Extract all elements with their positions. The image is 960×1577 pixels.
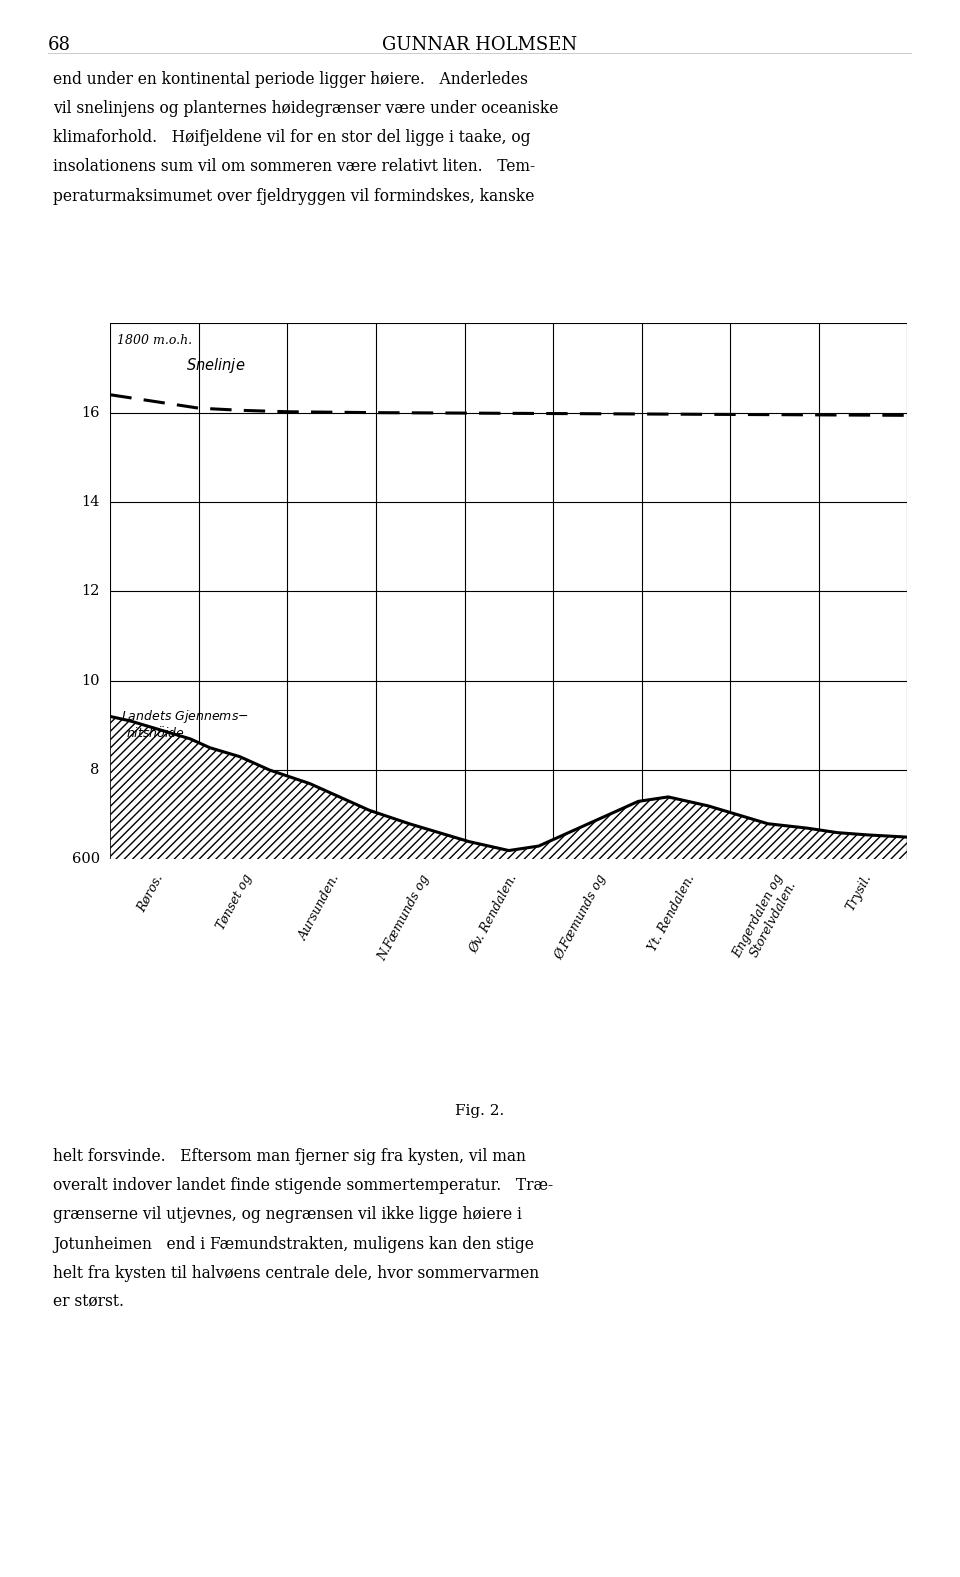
Text: 12: 12 <box>82 585 100 598</box>
Text: Røros.: Røros. <box>135 872 166 915</box>
Text: $\mathit{nitsh\ddot{o}ide}$: $\mathit{nitsh\ddot{o}ide}$ <box>127 727 185 741</box>
Text: Tønset og: Tønset og <box>214 872 254 932</box>
Text: 600: 600 <box>72 853 100 866</box>
Text: Ø.Fæmunds og: Ø.Fæmunds og <box>553 872 609 962</box>
Text: Engerdalen og
Storelvdalen.: Engerdalen og Storelvdalen. <box>731 872 799 967</box>
Text: helt fra kysten til halvøens centrale dele, hvor sommervarmen: helt fra kysten til halvøens centrale de… <box>53 1265 539 1282</box>
Text: Trysil.: Trysil. <box>844 872 875 913</box>
Text: Jotunheimen   end i Fæmundstrakten, muligens kan den stige: Jotunheimen end i Fæmundstrakten, mulige… <box>53 1236 534 1252</box>
Text: $\mathit{Landets}$ $\mathit{Gjennems{-}}$: $\mathit{Landets}$ $\mathit{Gjennems{-}}… <box>121 708 249 725</box>
Text: helt forsvinde.   Eftersom man fjerner sig fra kysten, vil man: helt forsvinde. Eftersom man fjerner sig… <box>53 1148 526 1165</box>
Text: Yt. Rendalen.: Yt. Rendalen. <box>646 872 697 953</box>
Text: 10: 10 <box>82 673 100 688</box>
Text: Øv. Rendalen.: Øv. Rendalen. <box>468 872 520 956</box>
Text: N.Fæmunds og: N.Fæmunds og <box>375 872 432 962</box>
Text: 8: 8 <box>90 763 100 777</box>
Text: 68: 68 <box>48 36 71 54</box>
Text: Aursunden.: Aursunden. <box>298 872 344 943</box>
Text: GUNNAR HOLMSEN: GUNNAR HOLMSEN <box>382 36 578 54</box>
Text: 14: 14 <box>82 495 100 509</box>
Text: peraturmaksimumet over fjeldryggen vil formindskes, kanske: peraturmaksimumet over fjeldryggen vil f… <box>53 188 534 205</box>
Text: insolationens sum vil om sommeren være relativt liten.   Tem-: insolationens sum vil om sommeren være r… <box>53 159 535 175</box>
Text: 1800 m.o.h.: 1800 m.o.h. <box>117 334 193 347</box>
Text: overalt indover landet finde stigende sommertemperatur.   Træ-: overalt indover landet finde stigende so… <box>53 1176 553 1194</box>
Text: klimaforhold.   Høifjeldene vil for en stor del ligge i taake, og: klimaforhold. Høifjeldene vil for en sto… <box>53 129 530 147</box>
Text: 16: 16 <box>82 405 100 419</box>
Text: er størst.: er størst. <box>53 1293 124 1310</box>
Text: grænserne vil utjevnes, og negrænsen vil ikke ligge høiere i: grænserne vil utjevnes, og negrænsen vil… <box>53 1206 521 1224</box>
Text: Fig. 2.: Fig. 2. <box>455 1104 505 1118</box>
Text: end under en kontinental periode ligger høiere.   Anderledes: end under en kontinental periode ligger … <box>53 71 528 88</box>
Text: vil snelinjens og planternes høidegrænser være under oceaniske: vil snelinjens og planternes høidegrænse… <box>53 101 558 117</box>
Text: $\mathit{Snelinje}$: $\mathit{Snelinje}$ <box>185 356 245 375</box>
